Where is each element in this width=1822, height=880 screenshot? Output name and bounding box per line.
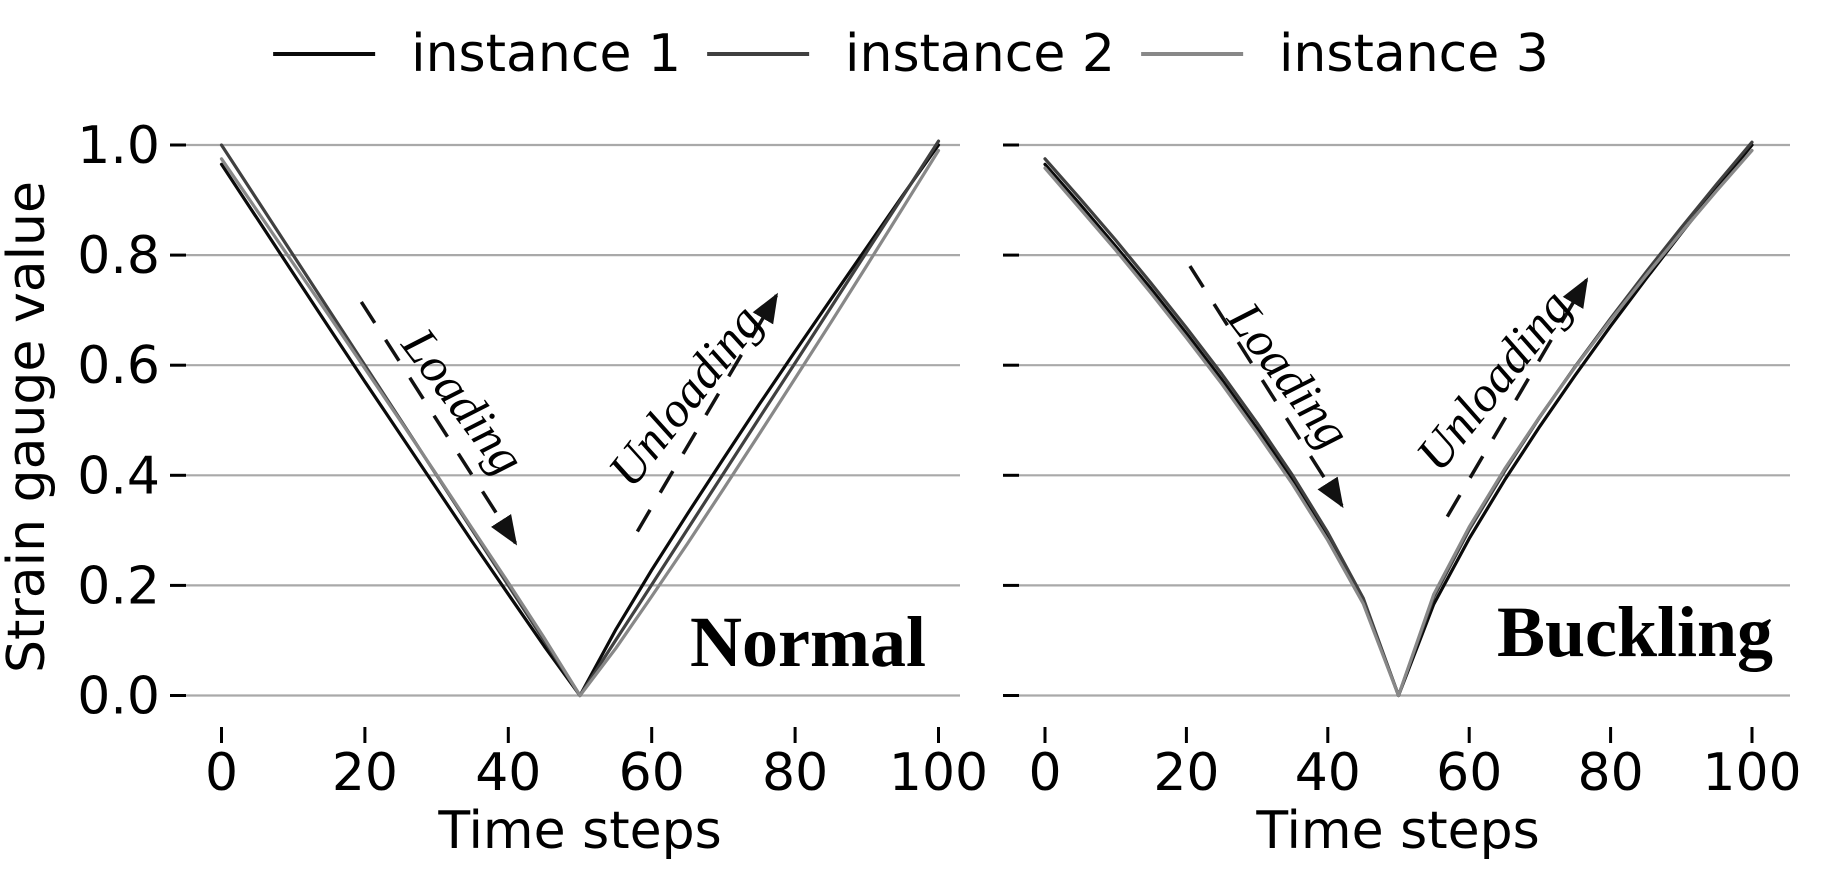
x-tick-label: 60 (1436, 743, 1502, 803)
curve-instance-3 (219, 148, 941, 698)
gridlines-layer (177, 143, 1790, 697)
legend-item-instance-3: instance 3 (1140, 24, 1549, 84)
x-tick-label: 80 (1578, 743, 1644, 803)
x-tick-label: 20 (332, 743, 398, 803)
y-tick-label: 1.0 (77, 116, 160, 176)
y-tick-label: 0.2 (77, 556, 160, 616)
tick-labels-layer: 0 20 40 60 80 100 1.0 0.8 0.6 0.4 0.2 0.0 0 20 40 60 80 1… (77, 116, 1801, 803)
loading-annotation-arrow (1188, 265, 1344, 509)
unloading-annotation-label: Unloading (597, 294, 773, 497)
y-tick-label: 0.8 (77, 226, 160, 286)
y-tick-label: 0.6 (77, 336, 160, 396)
x-tick-label: 100 (1702, 743, 1801, 803)
loading-annotation-arrow (359, 300, 518, 546)
panel-title-normal: Normal (690, 602, 926, 682)
legend-label: instance 1 (411, 24, 682, 84)
legend-item-instance-1: instance 1 (273, 28, 681, 80)
x-tick-label: 60 (619, 743, 685, 803)
legend-label: instance 2 (845, 24, 1115, 84)
legend-item-instance-2: instance 2 (707, 28, 1115, 80)
x-tick-label: 80 (762, 743, 828, 803)
unloading-annotation-arrow (1445, 277, 1589, 518)
loading-annotation-label: Loading (1216, 291, 1362, 459)
x-tick-label: 20 (1153, 743, 1219, 803)
ticks-layer (170, 143, 1754, 743)
x-tick-label: 40 (475, 743, 541, 803)
x-tick-label: 0 (1028, 743, 1061, 803)
y-tick-label: 0.4 (77, 446, 160, 506)
y-axis-title: Strain gauge value (0, 181, 57, 673)
x-axis-title-right: Time steps (1255, 801, 1539, 861)
x-tick-label: 100 (889, 743, 988, 803)
legend-line-swatch (1140, 51, 1243, 57)
unloading-annotation-label: Unloading (1405, 279, 1582, 481)
panel-title-buckling: Buckling (1497, 592, 1773, 672)
legend-line-swatch (273, 51, 376, 57)
legend: instance 1 instance 2 instance 3 (273, 28, 1549, 80)
legend-line-swatch (707, 51, 810, 57)
legend-label: instance 3 (1278, 24, 1549, 84)
unloading-annotation-arrow (635, 292, 778, 533)
curve-instance-3 (1043, 148, 1754, 698)
y-tick-label: 0.0 (77, 667, 160, 727)
x-tick-label: 40 (1295, 743, 1361, 803)
x-axis-title-left: Time steps (437, 801, 721, 861)
annotations-layer: Loading Unloading Loading Unloading (359, 265, 1589, 546)
curves-layer (219, 139, 1754, 698)
x-tick-label: 0 (205, 743, 238, 803)
